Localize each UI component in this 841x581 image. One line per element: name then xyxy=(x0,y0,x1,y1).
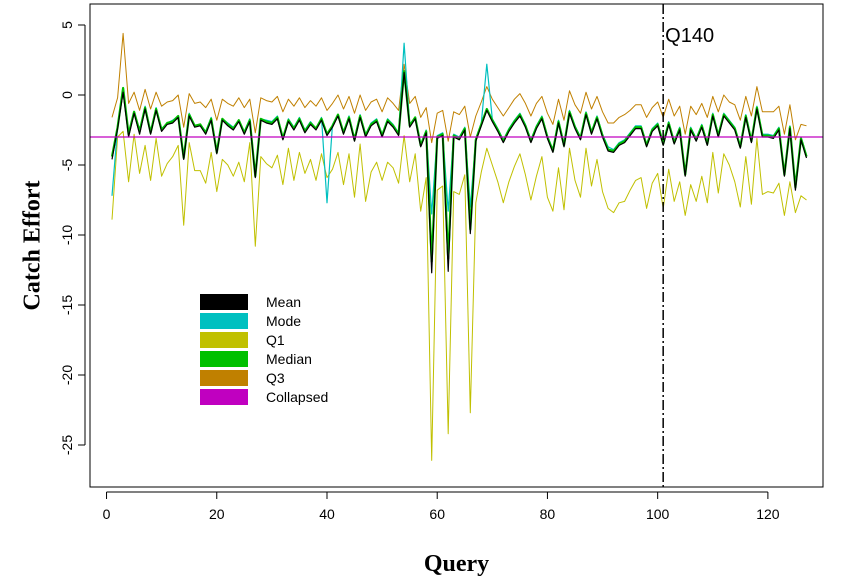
legend-label-mode: Mode xyxy=(266,313,301,329)
y-tick-label: -20 xyxy=(59,365,75,385)
x-axis-title: Query xyxy=(424,551,489,577)
x-tick-label: 80 xyxy=(540,506,556,522)
y-tick-label: -25 xyxy=(59,435,75,455)
y-tick-label: -15 xyxy=(59,295,75,315)
legend-label-q3: Q3 xyxy=(266,370,285,386)
x-tick-label: 120 xyxy=(756,506,780,522)
y-axis: 5 0 -5 -10 -15 -20 -25 xyxy=(59,21,86,455)
legend-swatch-collapsed xyxy=(200,389,248,405)
series-line-median xyxy=(110,70,808,263)
y-tick-label: 5 xyxy=(59,21,75,29)
plot-frame xyxy=(89,3,824,488)
legend-swatch-mean xyxy=(200,294,248,310)
series-line-mean xyxy=(111,71,808,274)
y-tick-label: 0 xyxy=(59,91,75,99)
legend-label-q1: Q1 xyxy=(266,332,285,348)
x-tick-label: 60 xyxy=(429,506,445,522)
legend-swatch-median xyxy=(200,351,248,367)
vertical-marker-label: Q140 xyxy=(665,25,714,47)
legend-label-median: Median xyxy=(266,351,312,367)
plot-area xyxy=(90,4,823,487)
x-axis: 0 20 40 60 80 100 120 xyxy=(103,491,780,522)
legend-label-collapsed: Collapsed xyxy=(266,389,328,405)
x-tick-label: 20 xyxy=(209,506,225,522)
series-line-q1 xyxy=(111,130,807,461)
series-line-q3 xyxy=(111,32,807,144)
x-tick-label: 0 xyxy=(103,506,111,522)
legend-swatch-q3 xyxy=(200,370,248,386)
legend-swatch-mode xyxy=(200,313,248,329)
x-tick-label: 100 xyxy=(646,506,670,522)
legend-swatch-q1 xyxy=(200,332,248,348)
y-tick-label: -10 xyxy=(59,225,75,245)
legend-label-mean: Mean xyxy=(266,294,301,310)
y-axis-title: Catch Effort xyxy=(20,181,46,311)
x-tick-label: 40 xyxy=(319,506,335,522)
y-tick-label: -5 xyxy=(59,159,75,172)
legend: Mean Mode Q1 Median Q3 Collapsed xyxy=(200,294,328,405)
